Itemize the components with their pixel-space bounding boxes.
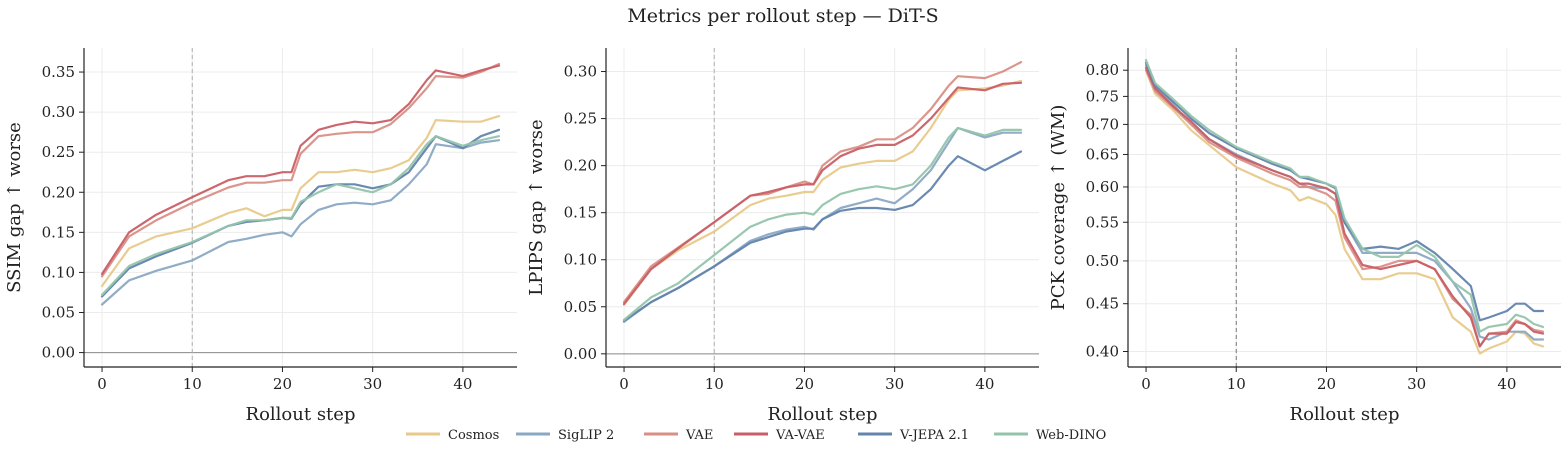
series-line-va-vae xyxy=(100,64,501,276)
x-tick-label: 20 xyxy=(1317,375,1336,393)
x-tick-label: 0 xyxy=(619,375,629,393)
y-tick-label: 0.25 xyxy=(564,110,597,128)
legend-item-v-jepa-2-1: V-JEPA 2.1 xyxy=(858,428,969,443)
y-axis-label: SSIM gap ↑ worse xyxy=(4,122,25,293)
x-tick-label: 20 xyxy=(795,375,814,393)
x-tick-label: 0 xyxy=(97,375,107,393)
legend-label: Web-DINO xyxy=(1036,428,1106,443)
y-axis-label: PCK coverage ↑ (WM) xyxy=(1048,105,1069,311)
legend-label: VA-VAE xyxy=(775,428,825,443)
y-tick-label: 0.55 xyxy=(1086,213,1119,231)
x-tick-label: 40 xyxy=(453,375,472,393)
x-axis-label: Rollout step xyxy=(768,404,878,425)
x-axis-label: Rollout step xyxy=(1290,404,1400,425)
y-tick-label: 0.30 xyxy=(564,63,597,81)
x-tick-label: 30 xyxy=(363,375,382,393)
series-line-cosmos xyxy=(1144,69,1545,355)
legend-label: V-JEPA 2.1 xyxy=(899,428,969,443)
series-line-v-jepa-2-1 xyxy=(1144,61,1545,322)
figure-title: Metrics per rollout step — DiT-S xyxy=(627,5,938,27)
y-tick-label: 0.20 xyxy=(42,183,75,201)
y-tick-label: 0.35 xyxy=(42,63,75,81)
x-tick-label: 40 xyxy=(1497,375,1516,393)
x-tick-label: 20 xyxy=(273,375,292,393)
chart-panel-1: 0.00 0.05 0.10 0.15 0.20 0.25 0.30 0.35 0 10 20 30 4… xyxy=(4,48,517,425)
legend-item-vae: VAE xyxy=(644,428,713,443)
legend-label: VAE xyxy=(685,428,713,443)
chart-panel-3: 0.40 0.45 0.50 0.55 0.60 0.65 0.70 0.75 0.80 0 10 2… xyxy=(1048,48,1561,425)
y-tick-label: 0.80 xyxy=(1086,61,1119,79)
legend: Cosmos SigLIP 2 VAE VA-VAE V-JEPA 2.1 Web-DIN… xyxy=(406,428,1106,443)
x-tick-label: 0 xyxy=(1141,375,1151,393)
series-line-va-vae xyxy=(1144,66,1545,348)
series-line-web-dino xyxy=(100,135,501,296)
legend-item-web-dino: Web-DINO xyxy=(994,428,1106,443)
legend-item-va-vae: VA-VAE xyxy=(734,428,825,443)
y-tick-label: 0.50 xyxy=(1086,252,1119,270)
legend-label: Cosmos xyxy=(448,428,499,443)
y-tick-label: 0.05 xyxy=(564,298,597,316)
x-tick-label: 10 xyxy=(183,375,202,393)
series-line-vae xyxy=(622,60,1023,304)
series-line-cosmos xyxy=(622,79,1023,306)
x-tick-label: 30 xyxy=(1407,375,1426,393)
x-tick-label: 40 xyxy=(975,375,994,393)
series-line-va-vae xyxy=(622,81,1023,306)
y-tick-label: 0.05 xyxy=(42,303,75,321)
series-line-vae xyxy=(100,62,501,278)
y-tick-label: 0.25 xyxy=(42,143,75,161)
legend-item-cosmos: Cosmos xyxy=(406,428,499,443)
x-tick-label: 30 xyxy=(885,375,904,393)
y-tick-label: 0.75 xyxy=(1086,87,1119,105)
x-tick-label: 10 xyxy=(1227,375,1246,393)
y-axis-label: LPIPS gap ↑ worse xyxy=(526,119,547,295)
series-line-v-jepa-2-1 xyxy=(622,150,1023,322)
y-tick-label: 0.10 xyxy=(564,251,597,269)
x-axis-label: Rollout step xyxy=(246,404,356,425)
y-tick-label: 0.10 xyxy=(42,263,75,281)
y-tick-label: 0.60 xyxy=(1086,178,1119,196)
chart-panel-2: 0.00 0.05 0.10 0.15 0.20 0.25 0.30 0 10 20 30 40 Rol… xyxy=(526,48,1039,425)
chart-panels: 0.00 0.05 0.10 0.15 0.20 0.25 0.30 0.35 0 10 20 30 4… xyxy=(4,48,1561,425)
series-line-cosmos xyxy=(100,114,501,288)
y-tick-label: 0.00 xyxy=(42,344,75,362)
x-tick-label: 10 xyxy=(705,375,724,393)
y-tick-label: 0.15 xyxy=(564,204,597,222)
series-line-siglip-2 xyxy=(1144,64,1545,341)
legend-label: SigLIP 2 xyxy=(558,428,614,443)
y-tick-label: 0.70 xyxy=(1086,115,1119,133)
y-tick-label: 0.00 xyxy=(564,345,597,363)
series-line-vae xyxy=(1144,69,1545,348)
y-tick-label: 0.20 xyxy=(564,157,597,175)
y-tick-label: 0.15 xyxy=(42,223,75,241)
series-line-siglip-2 xyxy=(100,139,501,306)
legend-item-siglip-2: SigLIP 2 xyxy=(516,428,614,443)
y-tick-label: 0.65 xyxy=(1086,145,1119,163)
series-line-web-dino xyxy=(622,126,1023,321)
y-tick-label: 0.40 xyxy=(1086,342,1119,360)
y-tick-label: 0.30 xyxy=(42,103,75,121)
series-line-web-dino xyxy=(1144,59,1545,333)
y-tick-label: 0.45 xyxy=(1086,295,1119,313)
